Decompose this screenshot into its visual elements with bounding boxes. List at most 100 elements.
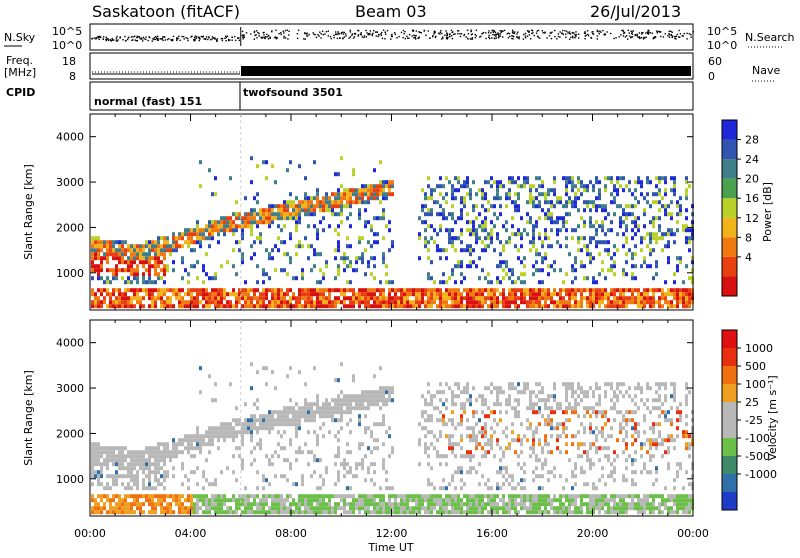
velocity-cell [367,402,370,406]
velocity-cell [199,450,202,454]
power-cell [184,268,187,272]
nsky-point [172,39,173,40]
power-cell [481,248,484,252]
power-cell [187,272,190,276]
nsky-point [562,30,563,31]
power-cell [679,292,682,296]
velocity-cell [379,498,382,502]
velocity-cell [337,450,340,454]
velocity-cell [436,454,439,458]
velocity-cell [424,410,427,414]
velocity-cell [427,502,430,506]
power-cell [652,248,655,252]
power-cell [292,304,295,308]
nsky-point [585,33,586,34]
velocity-cell [364,398,367,402]
power-cell [172,236,175,240]
nsky-point [587,34,588,35]
nsky-point [498,37,499,38]
velocity-cell [271,422,274,426]
power-cell [568,176,571,180]
power-cell [397,300,400,304]
velocity-cell [349,466,352,470]
power-cell [193,288,196,292]
velocity-cell [124,510,127,514]
power-cell [433,292,436,296]
velocity-cell [187,434,190,438]
power-cell [502,296,505,300]
velocity-cell [517,434,520,438]
nsky-point [416,30,417,31]
power-cell [115,296,118,300]
velocity-cell [97,494,100,498]
nsky-point [239,40,240,41]
velocity-cell [475,438,478,442]
velocity-cell [373,374,376,378]
velocity-cell [103,458,106,462]
power-cell [124,260,127,264]
power-cell [454,288,457,292]
power-cell [424,244,427,248]
power-cell [598,288,601,292]
power-cell [652,220,655,224]
power-cell [355,300,358,304]
power-cell [148,292,151,296]
power-cell [289,204,292,208]
velocity-cell [394,506,397,510]
power-cell [634,288,637,292]
power-cell [361,200,364,204]
power-cell [484,208,487,212]
power-cell [316,188,319,192]
velocity-cell [364,390,367,394]
velocity-cell [181,494,184,498]
power-cell [454,248,457,252]
power-cell [589,300,592,304]
power-cell [229,228,232,232]
power-cell [547,188,550,192]
power-cell [349,260,352,264]
power-cell [412,288,415,292]
velocity-cell [118,498,121,502]
power-cell [343,268,346,272]
power-cell [454,176,457,180]
power-cell [424,304,427,308]
velocity-cell [364,426,367,430]
power-cell [553,260,556,264]
power-cell [103,300,106,304]
velocity-cell [313,418,316,422]
velocity-cell [337,454,340,458]
power-cell [220,264,223,268]
nsky-point [190,36,191,37]
velocity-cell [106,466,109,470]
velocity-cell [472,494,475,498]
velocity-cell [478,506,481,510]
velocity-cell [160,506,163,510]
power-cell [445,248,448,252]
velocity-cell [433,494,436,498]
velocity-cell [292,482,295,486]
velocity-cell [502,506,505,510]
power-cell [490,204,493,208]
velocity-cell [445,486,448,490]
velocity-cell [145,486,148,490]
velocity-cell [334,482,337,486]
velocity-cell [322,510,325,514]
power-cell [568,300,571,304]
power-cell [142,296,145,300]
power-cell [112,272,115,276]
power-cell [664,188,667,192]
power-cell [544,292,547,296]
nsky-point [551,32,552,33]
power-cell [175,248,178,252]
power-cell [124,248,127,252]
nsky-point [599,33,600,34]
velocity-cell [274,474,277,478]
power-cell [523,296,526,300]
nsky-point [574,37,575,38]
power-cell [430,260,433,264]
velocity-cell [340,498,343,502]
power-cell [532,304,535,308]
velocity-cell [457,422,460,426]
power-cell [337,248,340,252]
power-cell [625,216,628,220]
